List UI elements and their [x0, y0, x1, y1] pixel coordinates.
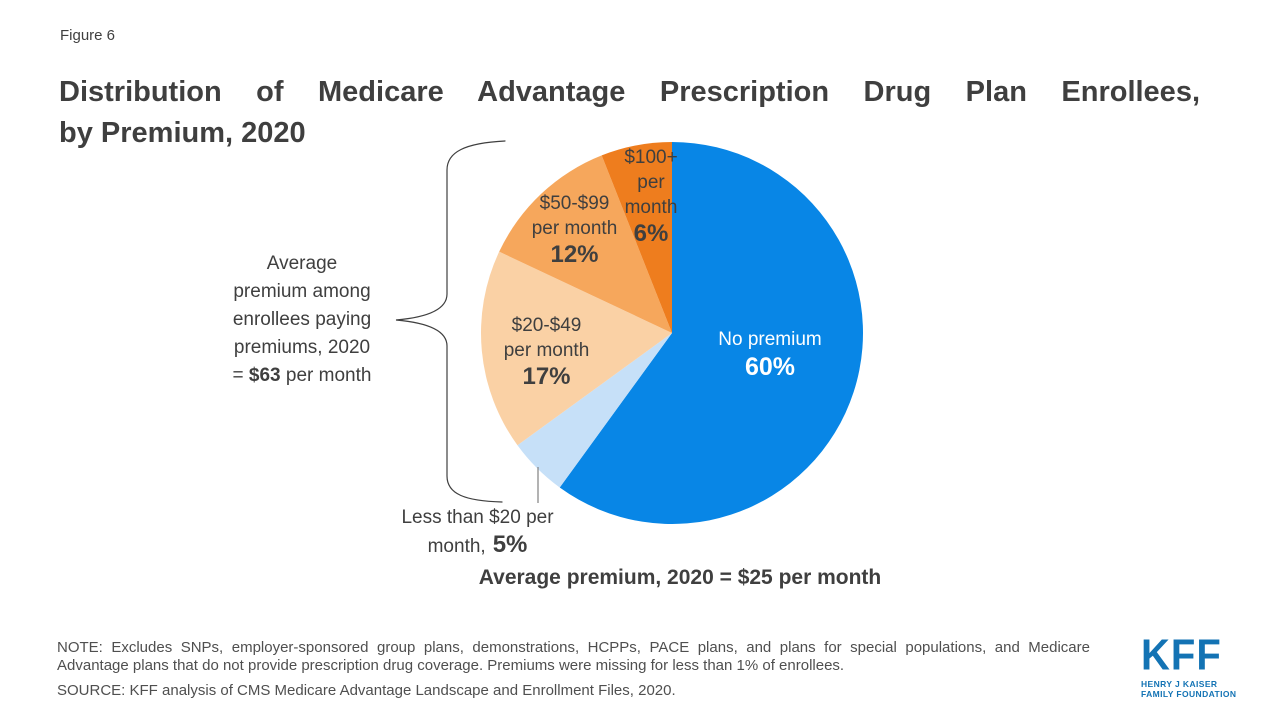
pie-label-100-plus: $100+ per month 6% [597, 145, 705, 247]
pie-label-20-49: $20-$49 per month 17% [484, 313, 609, 390]
pie-label-no-premium-line1: No premium [718, 329, 822, 350]
pie-label-100-plus-line3: month [624, 197, 678, 218]
average-premium-callout: Average premium among enrollees paying p… [210, 250, 394, 390]
chart-title-line2: by Premium, 2020 [59, 117, 306, 149]
pie-label-no-premium: No premium 60% [700, 327, 840, 382]
chart-title-line1: Distribution of Medicare Advantage Presc… [59, 76, 1200, 108]
note-line1: NOTE: Excludes SNPs, employer-sponsored … [57, 639, 1090, 656]
pie-slice-50-to-99 [499, 155, 672, 333]
callout-line5: = $63 per month [210, 362, 394, 390]
figure-label: Figure 6 [60, 27, 116, 44]
footnotes: NOTE: Excludes SNPs, employer-sponsored … [57, 639, 1090, 700]
pie-label-less-than-20-line2: month, 5% [385, 531, 570, 560]
pie-label-less-than-20: Less than $20 per month, 5% [385, 504, 570, 560]
pie-value-50-99: 12% [550, 241, 599, 268]
pie-value-20-49: 17% [522, 363, 571, 390]
note-line2: Advantage plans that do not provide pres… [57, 657, 845, 674]
pie-label-50-99: $50-$99 per month 12% [512, 191, 637, 268]
pie-label-50-99-line1: $50-$99 [539, 193, 610, 214]
pie-label-less-than-20-line1: Less than $20 per [401, 507, 554, 528]
callout-line3: enrollees paying [232, 309, 372, 330]
pie-label-less-than-20-word: month, [427, 536, 486, 557]
pie-value-less-than-20: 5% [492, 531, 528, 558]
pie-slice-100-plus [601, 142, 672, 333]
callout-prefix: = [232, 365, 249, 386]
kff-logo-sub-line1: HENRY J KAISER [1141, 679, 1218, 689]
pie-value-100-plus: 6% [633, 220, 669, 247]
pie-label-100-plus-line2: per [637, 172, 665, 193]
callout-value: $63 [248, 365, 281, 386]
kff-logo-subtext: HENRY J KAISER FAMILY FOUNDATION [1141, 679, 1251, 699]
pie-chart [481, 142, 863, 524]
chart-title: Distribution of Medicare Advantage Presc… [59, 72, 1200, 154]
pie-label-20-49-line1: $20-$49 [511, 315, 582, 336]
pie-label-100-plus-line1: $100+ [624, 147, 678, 168]
pie-label-20-49-line2: per month [503, 340, 590, 361]
callout-line1: Average [266, 253, 338, 274]
callout-line2: premium among [233, 281, 371, 302]
kff-logo-sub-line2: FAMILY FOUNDATION [1141, 689, 1237, 699]
pie-label-50-99-line2: per month [531, 218, 618, 239]
pie-slice-no-premium [559, 142, 863, 524]
pie-slice-20-to-49 [481, 251, 672, 446]
callout-suffix: per month [280, 365, 372, 386]
kff-logo-text: KFF [1141, 631, 1222, 680]
pie-slice-less-than-20 [517, 333, 672, 488]
kff-logo: KFF HENRY J KAISER FAMILY FOUNDATION [1141, 634, 1251, 699]
source-line: SOURCE: KFF analysis of CMS Medicare Adv… [57, 682, 676, 699]
callout-line4: premiums, 2020 [233, 337, 371, 358]
pie-value-no-premium: 60% [744, 353, 796, 381]
average-premium-line: Average premium, 2020 = $25 per month [478, 566, 882, 589]
